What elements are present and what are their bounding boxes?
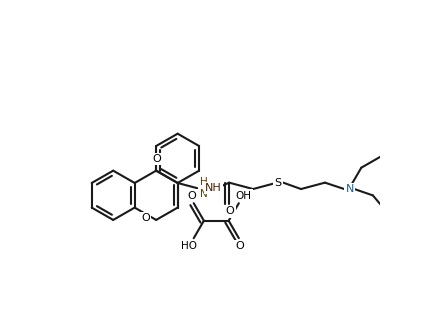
Text: O: O — [235, 241, 244, 251]
Text: HO: HO — [181, 241, 197, 251]
Text: O: O — [153, 154, 161, 164]
Text: N: N — [346, 184, 354, 194]
Text: H
N: H N — [200, 177, 208, 199]
Text: O: O — [188, 191, 197, 201]
Text: OH: OH — [235, 191, 252, 201]
Text: O: O — [225, 206, 234, 216]
Text: S: S — [274, 178, 281, 188]
Text: NH: NH — [205, 183, 222, 193]
Text: O: O — [141, 213, 150, 223]
